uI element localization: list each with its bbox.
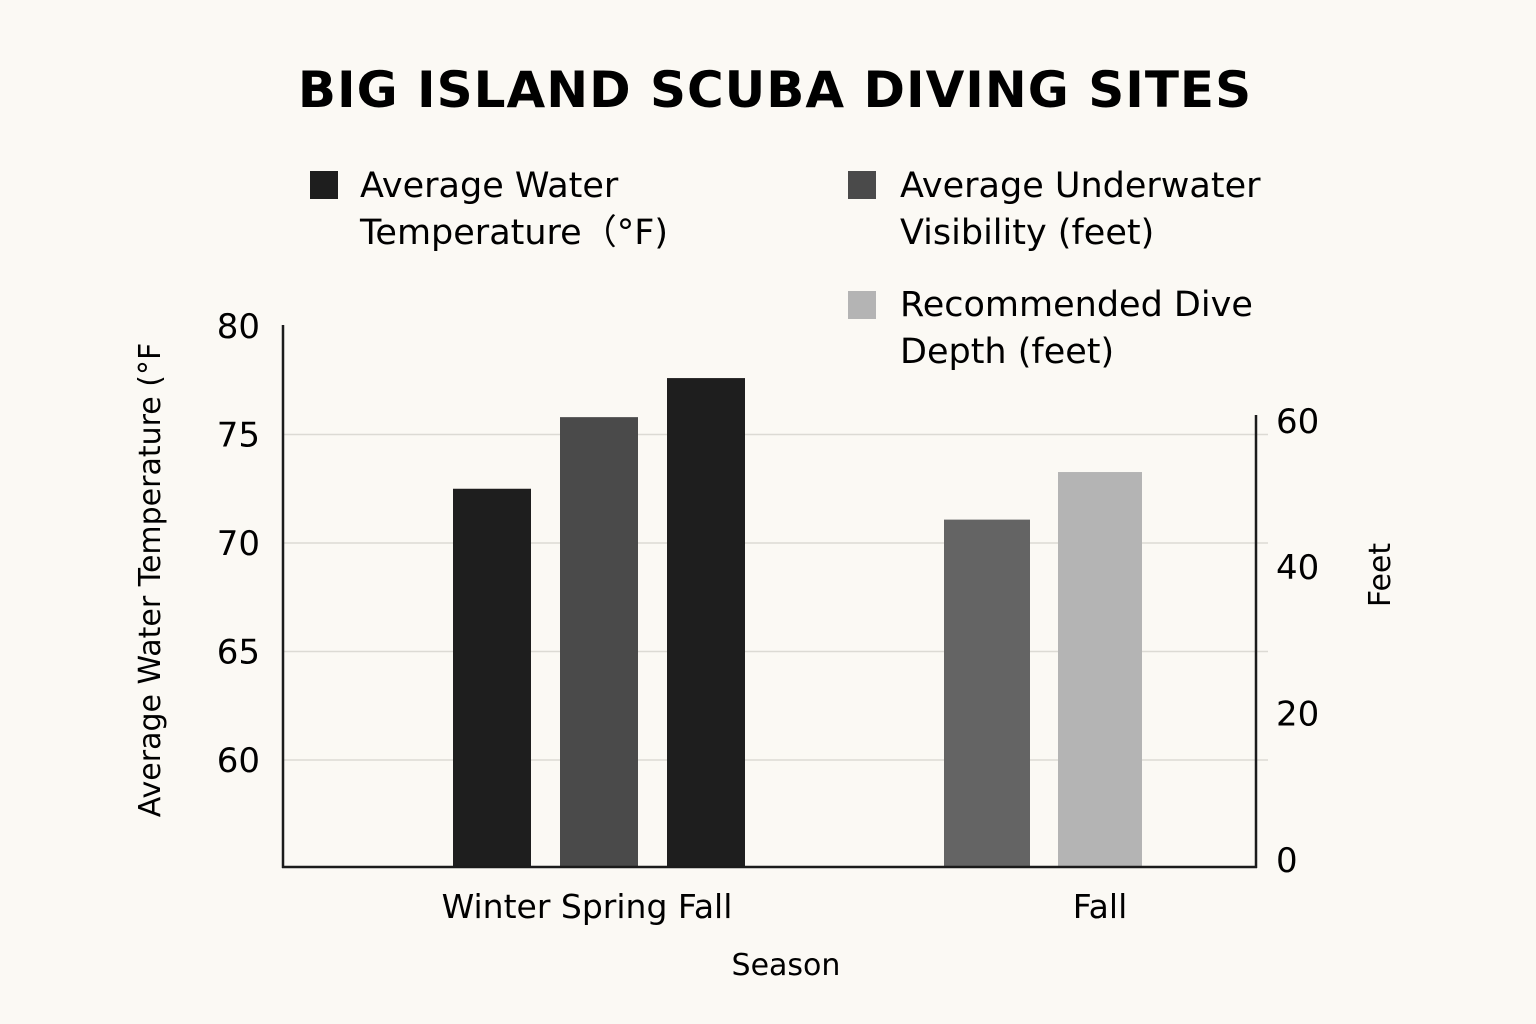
right-y-axis-title: Feet [1363,543,1398,608]
tick-labels: 60 65 70 75 80 0 20 40 60 [217,307,1320,881]
bars [453,378,1142,867]
left-tick-label: 65 [217,633,260,673]
left-tick-label: 75 [217,416,260,456]
right-tick-label: 60 [1276,402,1319,442]
legend-label-3: Depth (feet) [900,332,1114,372]
x-axis-title: Season [732,948,841,983]
bar-1-1 [453,488,531,867]
legend-swatch-2 [848,171,876,199]
legend-label-2: Visibility (feet) [900,213,1154,253]
chart-title: BIG ISLAND SCUBA DIVING SITES [298,61,1252,119]
category-labels: Winter Spring Fall Fall [442,887,1128,926]
left-tick-label: 60 [217,741,260,781]
right-tick-label: 0 [1276,841,1298,881]
bar-2-1 [944,519,1030,867]
legend-swatch-3 [848,291,876,319]
category-label-2: Fall [1073,887,1128,926]
bar-2-2 [1058,472,1142,867]
axes [281,325,1258,869]
right-tick-label: 20 [1276,695,1319,735]
legend: Average Water Temperature（°F) Average Unde… [310,166,1261,372]
right-tick-label: 40 [1276,548,1319,588]
legend-swatch-1 [310,171,338,199]
left-tick-label: 80 [217,307,260,347]
category-label-1: Winter Spring Fall [442,887,733,926]
legend-label-3: Recommended Dive [900,285,1253,325]
legend-label-1: Temperature（°F) [359,213,668,253]
legend-label-2: Average Underwater [900,166,1261,206]
left-tick-label: 70 [217,524,260,564]
bar-1-3 [667,378,745,867]
left-y-axis-title: Average Water Temperature (°F [133,343,168,817]
legend-label-1: Average Water [360,166,619,206]
bar-1-2 [560,417,638,867]
